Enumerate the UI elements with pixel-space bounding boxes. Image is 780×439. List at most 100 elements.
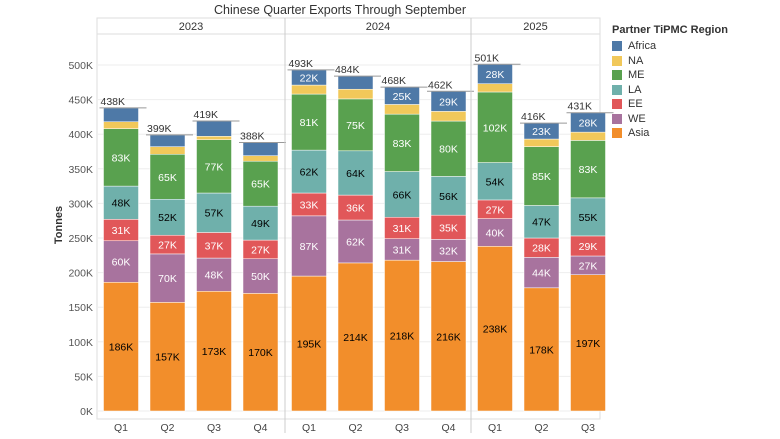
bar-segment-asia[interactable] — [523, 287, 560, 412]
bar-segment-la[interactable] — [149, 198, 186, 236]
bar-segment-asia[interactable] — [430, 261, 467, 412]
bar-segment-la[interactable] — [103, 185, 139, 220]
bar-segment-africa[interactable] — [103, 107, 139, 122]
bar-segment-asia[interactable] — [291, 275, 327, 412]
data-label: 216K — [436, 331, 461, 343]
bar-segment-la[interactable] — [291, 149, 327, 194]
bar-segment-we[interactable] — [196, 257, 232, 292]
y-tick-label: 300K — [68, 198, 93, 210]
data-label: 22K — [300, 72, 319, 84]
total-label: 501K — [475, 52, 500, 64]
bar-segment-la[interactable] — [430, 176, 467, 216]
data-label: 57K — [205, 208, 224, 220]
legend-swatch — [612, 99, 622, 110]
bar-segment-me[interactable] — [477, 91, 513, 163]
bar-segment-asia[interactable] — [149, 302, 186, 412]
y-tick-label: 400K — [68, 129, 93, 141]
bar-segment-na[interactable] — [196, 136, 232, 140]
bar-segment-na[interactable] — [570, 131, 606, 141]
bar-segment-la[interactable] — [570, 197, 606, 237]
bar-segment-na[interactable] — [384, 104, 420, 115]
bar-segment-asia[interactable] — [477, 246, 513, 412]
legend-item[interactable]: NA — [612, 54, 728, 69]
legend-label: EE — [628, 98, 643, 111]
bar-segment-me[interactable] — [523, 146, 560, 206]
bar-segment-africa[interactable] — [196, 120, 232, 137]
bar-segment-na[interactable] — [242, 155, 279, 162]
data-label: 29K — [439, 96, 458, 108]
legend-item[interactable]: Asia — [612, 126, 728, 141]
bar-segment-asia[interactable] — [570, 274, 606, 412]
bar-segment-la[interactable] — [196, 192, 232, 233]
bar-segment-we[interactable] — [477, 218, 513, 247]
y-tick-label: 150K — [68, 302, 93, 314]
legend-item[interactable]: Africa — [612, 39, 728, 54]
bar-segment-me[interactable] — [149, 154, 186, 200]
bar-segment-na[interactable] — [430, 111, 467, 122]
bar-segment-la[interactable] — [242, 205, 279, 241]
data-label: 62K — [300, 167, 319, 179]
legend-item[interactable]: ME — [612, 68, 728, 83]
legend-label: Asia — [628, 127, 650, 140]
bar-segment-me[interactable] — [291, 93, 327, 151]
bar-segment-me[interactable] — [337, 98, 374, 152]
legend-swatch — [612, 41, 622, 52]
bar-segment-we[interactable] — [242, 258, 279, 294]
bar-segment-me[interactable] — [384, 113, 420, 172]
bar-segment-me[interactable] — [570, 140, 606, 199]
x-tick-label: Q1 — [114, 422, 128, 434]
bar-segment-me[interactable] — [103, 128, 139, 187]
bar-segment-africa[interactable] — [242, 142, 279, 156]
bar-segment-na[interactable] — [337, 88, 374, 100]
data-label: 48K — [112, 198, 131, 210]
bar-segment-asia[interactable] — [337, 262, 374, 412]
bar-segment-we[interactable] — [337, 219, 374, 264]
data-label: 27K — [158, 240, 177, 252]
bar-segment-la[interactable] — [523, 205, 560, 239]
data-label: 33K — [300, 199, 319, 211]
data-label: 102K — [483, 122, 508, 134]
bar-segment-la[interactable] — [477, 162, 513, 201]
x-tick-label: Q1 — [488, 422, 502, 434]
bar-segment-asia[interactable] — [103, 282, 139, 412]
bar-segment-we[interactable] — [103, 240, 139, 283]
total-label: 419K — [194, 109, 219, 121]
bar-segment-we[interactable] — [149, 253, 186, 303]
bar-segment-na[interactable] — [103, 121, 139, 129]
y-axis-label: Tonnes — [53, 206, 65, 244]
total-label: 416K — [521, 111, 546, 123]
bar-segment-ee[interactable] — [196, 232, 232, 259]
bar-segment-na[interactable] — [291, 84, 327, 95]
legend-item[interactable]: LA — [612, 83, 728, 98]
x-tick-label: Q4 — [441, 422, 455, 434]
bar-segment-asia[interactable] — [196, 291, 232, 412]
x-tick-label: Q2 — [534, 422, 548, 434]
data-label: 85K — [532, 171, 551, 183]
bar-segment-la[interactable] — [384, 171, 420, 218]
legend-item[interactable]: EE — [612, 97, 728, 112]
legend-swatch — [612, 113, 622, 124]
bar-segment-na[interactable] — [523, 138, 560, 147]
bar-segment-africa[interactable] — [337, 75, 374, 90]
data-label: 31K — [112, 225, 131, 237]
legend-item[interactable]: WE — [612, 112, 728, 127]
bar-segment-la[interactable] — [337, 150, 374, 196]
bar-segment-we[interactable] — [291, 215, 327, 277]
bar-segment-na[interactable] — [477, 83, 513, 93]
x-tick-label: Q3 — [395, 422, 409, 434]
bar-segment-me[interactable] — [196, 139, 232, 194]
data-label: 66K — [393, 189, 412, 201]
bar-segment-na[interactable] — [149, 146, 186, 155]
y-tick-label: 450K — [68, 95, 93, 107]
data-label: 81K — [300, 117, 319, 129]
bar-segment-me[interactable] — [430, 120, 467, 177]
data-label: 52K — [158, 212, 177, 224]
y-tick-label: 500K — [68, 60, 93, 72]
bar-segment-asia[interactable] — [242, 293, 279, 412]
bar-segment-asia[interactable] — [384, 259, 420, 412]
bar-segment-africa[interactable] — [149, 134, 186, 147]
data-label: 31K — [393, 244, 412, 256]
data-label: 28K — [486, 69, 505, 81]
y-tick-label: 0K — [80, 406, 93, 418]
